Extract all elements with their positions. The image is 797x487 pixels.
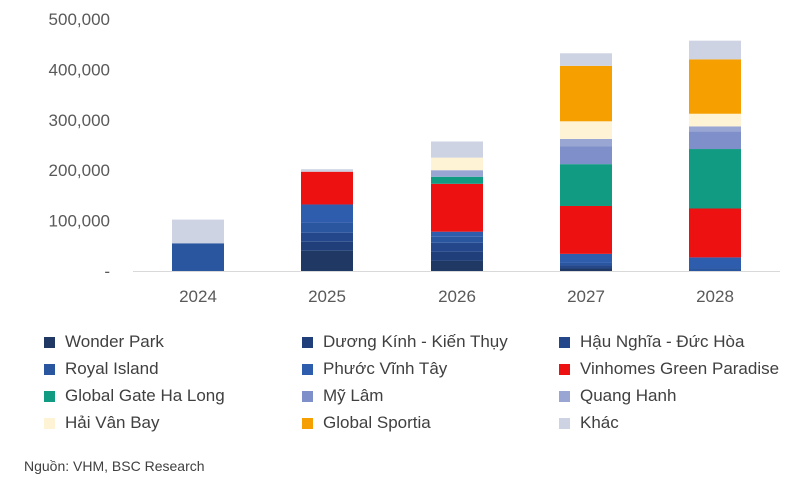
bar-segment [301,171,353,205]
bar-segment [301,250,353,271]
x-axis-ticks: 2024 2025 2026 2027 2028 [179,287,734,306]
legend-swatch [44,336,55,348]
bar-segment [431,176,483,184]
y-tick-label: 500,000 [49,10,110,29]
legend-item: Khác [559,413,619,433]
bar-segment [689,40,741,60]
x-tick-label: 2028 [696,287,734,306]
bar-segment [560,121,612,139]
bar-segment [560,265,612,268]
bar-segment [431,170,483,177]
legend-item: Royal Island [44,359,159,379]
bars-group [172,40,741,271]
legend-swatch [559,417,570,429]
bar-segment [689,208,741,258]
legend-label: Global Gate Ha Long [65,386,225,405]
bar-segment [560,164,612,206]
legend-label: Khác [580,413,619,432]
legend-label: Royal Island [65,359,159,378]
x-tick-label: 2027 [567,287,605,306]
legend-swatch [559,336,570,348]
bar-segment [560,262,612,266]
bar-segment [431,183,483,232]
x-tick-label: 2024 [179,287,217,306]
legend-swatch [302,363,313,375]
legend-label: Hải Vân Bay [65,413,160,432]
legend-label: Global Sportia [323,413,431,432]
legend-label: Quang Hanh [580,386,677,405]
bar-segment [301,204,353,223]
y-tick-label: - [104,262,110,281]
bar-segment [431,231,483,237]
bar-segment [560,267,612,269]
y-tick-label: 200,000 [49,161,110,180]
legend-swatch [44,417,55,429]
bar-segment [689,113,741,127]
x-tick-label: 2026 [438,287,476,306]
source-note: Nguồn: VHM, BSC Research [24,458,205,474]
legend-item: Global Gate Ha Long [44,386,225,406]
bar-segment [431,242,483,252]
bar-segment [560,53,612,66]
legend-swatch [302,417,313,429]
bar-segment [560,65,612,122]
bar-segment [301,232,353,242]
bar-segment [301,169,353,172]
bar-segment [301,241,353,251]
y-axis-ticks: - 100,000 200,000 300,000 400,000 500,000 [49,10,110,281]
legend-swatch [559,390,570,402]
bar-segment [431,141,483,158]
y-tick-label: 100,000 [49,212,110,231]
bar-segment [689,149,741,209]
bar-segment [172,243,224,271]
bar-segment [560,146,612,165]
legend-swatch [44,363,55,375]
y-tick-label: 300,000 [49,111,110,130]
legend-label: Dương Kính - Kiến Thụy [323,332,508,351]
bar-segment [560,138,612,147]
legend-item: Phước Vĩnh Tây [302,359,447,379]
bar-segment [431,236,483,243]
legend-item: Global Sportia [302,413,431,433]
legend-item: Mỹ Lâm [302,386,383,406]
bar-segment [689,126,741,132]
bar-segment [560,205,612,254]
bar-segment [172,219,224,244]
legend-item: Vinhomes Green Paradise [559,359,779,379]
bar-segment [689,268,741,271]
legend-label: Phước Vĩnh Tây [323,359,448,378]
legend-swatch [302,390,313,402]
bar-segment [689,59,741,114]
legend-swatch [302,336,313,348]
legend-swatch [559,363,570,375]
legend-label: Wonder Park [65,332,164,351]
legend-item: Hậu Nghĩa - Đức Hòa [559,332,744,352]
legend-item: Quang Hanh [559,386,676,406]
bar-segment [431,251,483,261]
legend-label: Mỹ Lâm [323,386,384,405]
bar-segment [301,222,353,233]
x-tick-label: 2025 [308,287,346,306]
bar-segment [560,268,612,271]
legend-item: Hải Vân Bay [44,413,160,433]
legend-swatch [44,390,55,402]
legend-item: Wonder Park [44,332,164,352]
legend-label: Vinhomes Green Paradise [580,359,780,378]
legend-item: Dương Kính - Kiến Thụy [302,332,508,352]
bar-segment [689,257,741,269]
bar-segment [431,260,483,271]
legend-label: Hậu Nghĩa - Đức Hòa [580,332,745,351]
stacked-bar-chart: - 100,000 200,000 300,000 400,000 500,000 202… [49,10,780,306]
y-tick-label: 400,000 [49,60,110,79]
bar-segment [560,253,612,263]
bar-segment [431,157,483,171]
bar-segment [689,131,741,150]
